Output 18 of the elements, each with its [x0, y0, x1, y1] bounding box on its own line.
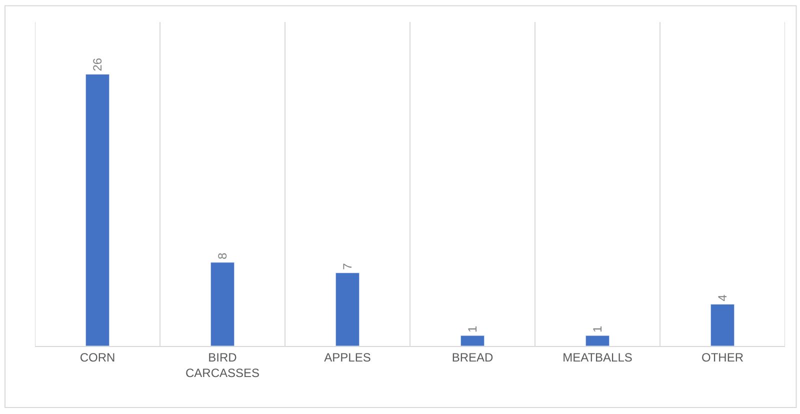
- data-label: 26: [90, 58, 105, 72]
- bar: [210, 262, 235, 346]
- bar: [85, 74, 110, 346]
- bar: [585, 335, 610, 346]
- data-label: 8: [216, 252, 230, 260]
- bar: [460, 335, 485, 346]
- x-tick-label: MEATBALLS: [562, 350, 632, 364]
- bar: [335, 272, 360, 346]
- data-label: 1: [466, 326, 480, 333]
- data-label: 7: [340, 262, 355, 270]
- x-tick-label: BIRD CARCASSES: [185, 350, 260, 380]
- data-label: 4: [716, 294, 730, 302]
- x-tick-label: OTHER: [702, 350, 744, 364]
- x-tick-label: BREAD: [452, 350, 494, 364]
- x-tick-label: CORN: [80, 350, 116, 364]
- bar: [710, 304, 735, 346]
- data-label: 1: [590, 326, 605, 333]
- x-tick-label: APPLES: [324, 350, 371, 364]
